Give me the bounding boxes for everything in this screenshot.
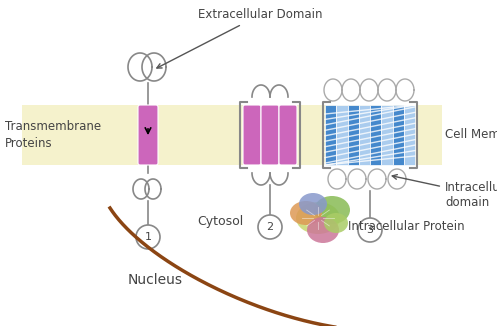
Text: Cell Membrane: Cell Membrane xyxy=(445,128,497,141)
Text: Extracellular Domain: Extracellular Domain xyxy=(157,8,322,68)
FancyBboxPatch shape xyxy=(261,105,279,165)
Polygon shape xyxy=(381,105,393,165)
FancyBboxPatch shape xyxy=(279,105,297,165)
Polygon shape xyxy=(347,105,359,165)
Text: Nucleus: Nucleus xyxy=(128,273,182,287)
Polygon shape xyxy=(359,105,370,165)
Polygon shape xyxy=(404,105,415,165)
Text: Cytosol: Cytosol xyxy=(197,215,243,228)
Ellipse shape xyxy=(314,196,350,224)
Text: Transmembrane
Proteins: Transmembrane Proteins xyxy=(5,120,101,150)
Polygon shape xyxy=(370,105,381,165)
Ellipse shape xyxy=(324,213,348,233)
FancyBboxPatch shape xyxy=(243,105,261,165)
Text: 2: 2 xyxy=(266,222,273,232)
Circle shape xyxy=(136,225,160,249)
Text: Intracellular Protein: Intracellular Protein xyxy=(348,219,465,232)
Text: Intracellular
domain: Intracellular domain xyxy=(392,175,497,209)
Text: 3: 3 xyxy=(366,225,374,235)
Polygon shape xyxy=(325,105,336,165)
Bar xyxy=(22,105,442,165)
Polygon shape xyxy=(336,105,347,165)
Ellipse shape xyxy=(299,193,327,215)
Text: 1: 1 xyxy=(145,232,152,242)
Circle shape xyxy=(358,218,382,242)
Ellipse shape xyxy=(307,217,339,243)
Ellipse shape xyxy=(290,201,322,225)
Circle shape xyxy=(258,215,282,239)
Polygon shape xyxy=(393,105,404,165)
Ellipse shape xyxy=(296,202,340,234)
FancyBboxPatch shape xyxy=(138,105,158,165)
